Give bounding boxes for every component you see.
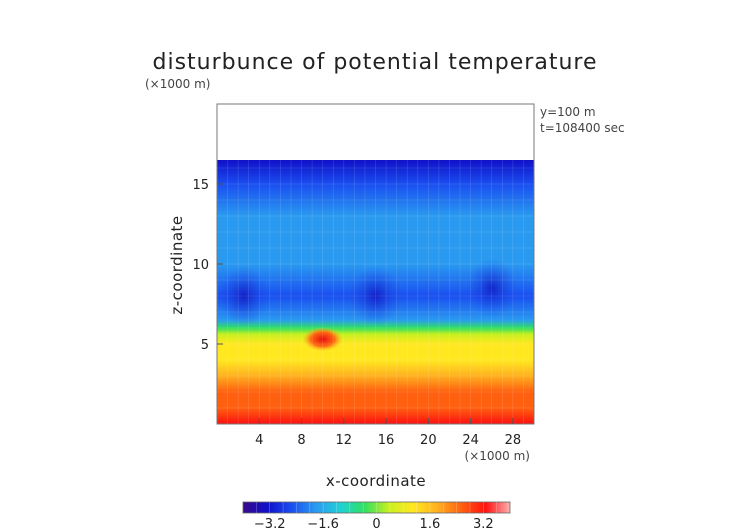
y-axis-label: z-coordinate: [168, 215, 186, 314]
colorbar-bar: [242, 501, 511, 514]
annotation-time: t=108400 sec: [540, 121, 625, 135]
x-tick-label: 4: [255, 433, 263, 448]
colorbar-tick-label: −3.2: [254, 517, 286, 532]
feature-cold-pool-right: [465, 258, 518, 318]
x-tick-label: 16: [378, 433, 395, 448]
feature-warm-bubble: [302, 327, 343, 352]
x-axis-label: x-coordinate: [326, 472, 426, 490]
x-tick-label: 8: [297, 433, 305, 448]
colorbar: −3.2 −1.6 0 1.6 3.2: [242, 501, 511, 532]
x-unit-label: (×1000 m): [465, 449, 530, 463]
x-axis: 4 8 12 16 20 24 28: [255, 418, 521, 448]
feature-cold-pool-center: [349, 266, 402, 326]
y-unit-label: (×1000 m): [145, 77, 210, 91]
colorbar-tick-label: 3.2: [473, 517, 494, 532]
x-tick-label: 12: [336, 433, 353, 448]
colorbar-tick-label: 1.6: [420, 517, 441, 532]
y-axis: 5 10 15: [192, 178, 223, 353]
chart-title: disturbunce of potential temperature: [153, 50, 598, 75]
colorbar-tick-label: 0: [372, 517, 380, 532]
plot-area: [217, 160, 534, 424]
x-tick-label: 28: [505, 433, 522, 448]
x-tick-label: 20: [420, 433, 437, 448]
colorbar-tick-label: −1.6: [307, 517, 339, 532]
annotation-y: y=100 m: [540, 105, 596, 119]
y-tick-label: 5: [201, 338, 209, 353]
feature-cold-pool-left: [217, 266, 270, 326]
x-tick-label: 24: [462, 433, 479, 448]
y-tick-label: 10: [192, 258, 209, 273]
y-tick-label: 15: [192, 178, 209, 193]
